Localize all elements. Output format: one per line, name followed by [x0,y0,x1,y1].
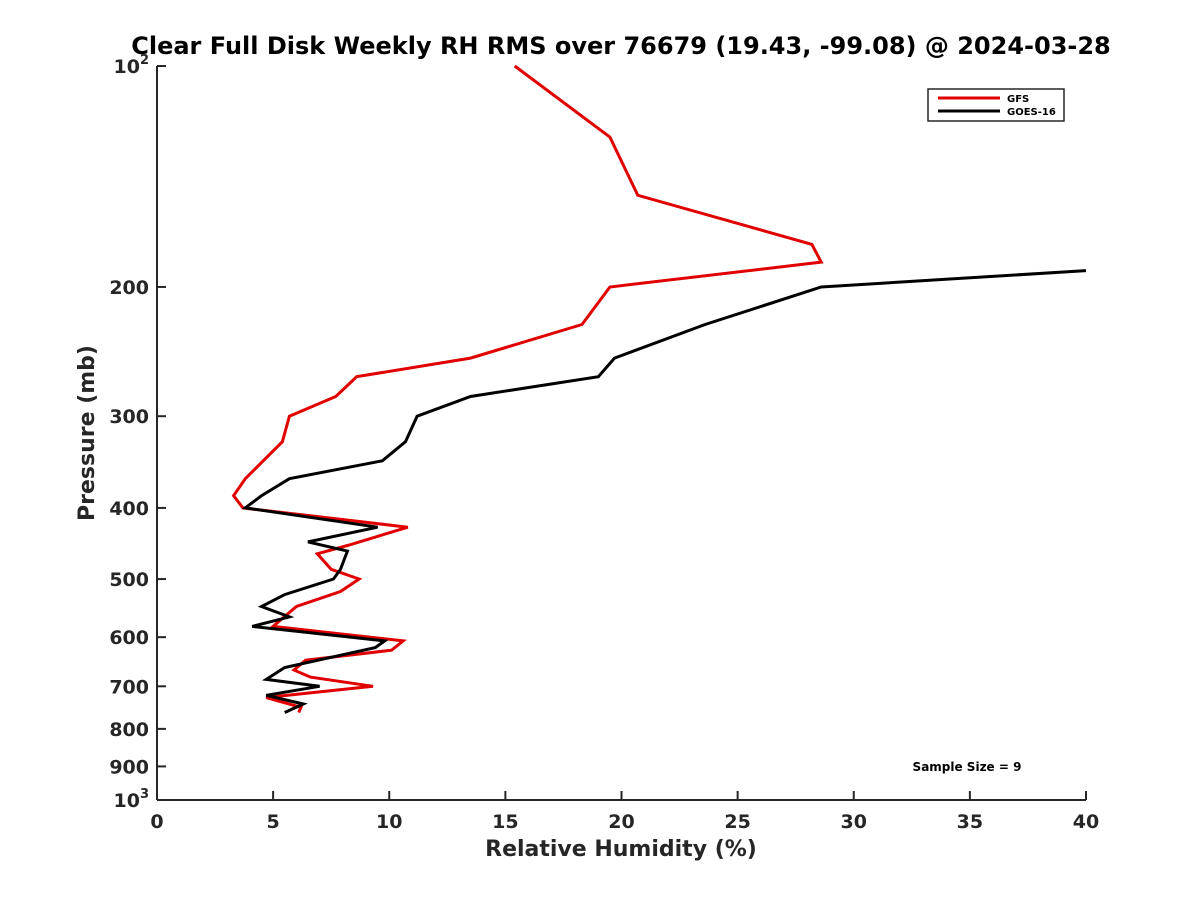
x-tick-label: 35 [957,811,983,833]
y-tick-label: 700 [109,676,149,698]
y-tick-label: 900 [109,756,149,778]
y-tick-label: 102 [114,53,150,78]
chart-title: Clear Full Disk Weekly RH RMS over 76679… [131,32,1111,60]
y-axis-label: Pressure (mb) [75,345,100,521]
x-tick-label: 30 [841,811,867,833]
x-tick-label: 10 [376,811,402,833]
x-tick-label: 20 [608,811,634,833]
x-tick-label: 15 [492,811,518,833]
legend: GFS GOES-16 [927,88,1065,122]
x-tick-label: 0 [150,811,163,833]
series-layer [231,64,1087,714]
legend-label: GFS [1007,94,1029,105]
y-tick-label: 600 [109,627,149,649]
y-tick-exponent: 2 [140,53,149,68]
x-tick-label: 40 [1073,811,1099,833]
x-tick-label: 25 [724,811,750,833]
x-tick-label: 5 [267,811,280,833]
axes: 0 5 10 15 20 25 30 35 40102200300400500600700800… [109,53,1099,833]
y-tick-label: 103 [114,787,150,812]
series-line-goes-16 [241,269,1087,714]
sample-size-annotation: Sample Size = 9 [913,760,1022,774]
x-axis-label: Relative Humidity (%) [485,837,757,862]
y-tick-label: 400 [109,498,149,520]
legend-box [927,88,1065,122]
series-line-gfs [231,64,824,714]
y-tick-base: 10 [114,56,140,78]
y-tick-label: 800 [109,719,149,741]
y-tick-label: 500 [109,569,149,591]
legend-label: GOES-16 [1007,107,1056,118]
y-tick-exponent: 3 [140,787,149,802]
y-tick-label: 200 [109,277,149,299]
y-tick-label: 300 [109,406,149,428]
y-tick-base: 10 [114,790,140,812]
